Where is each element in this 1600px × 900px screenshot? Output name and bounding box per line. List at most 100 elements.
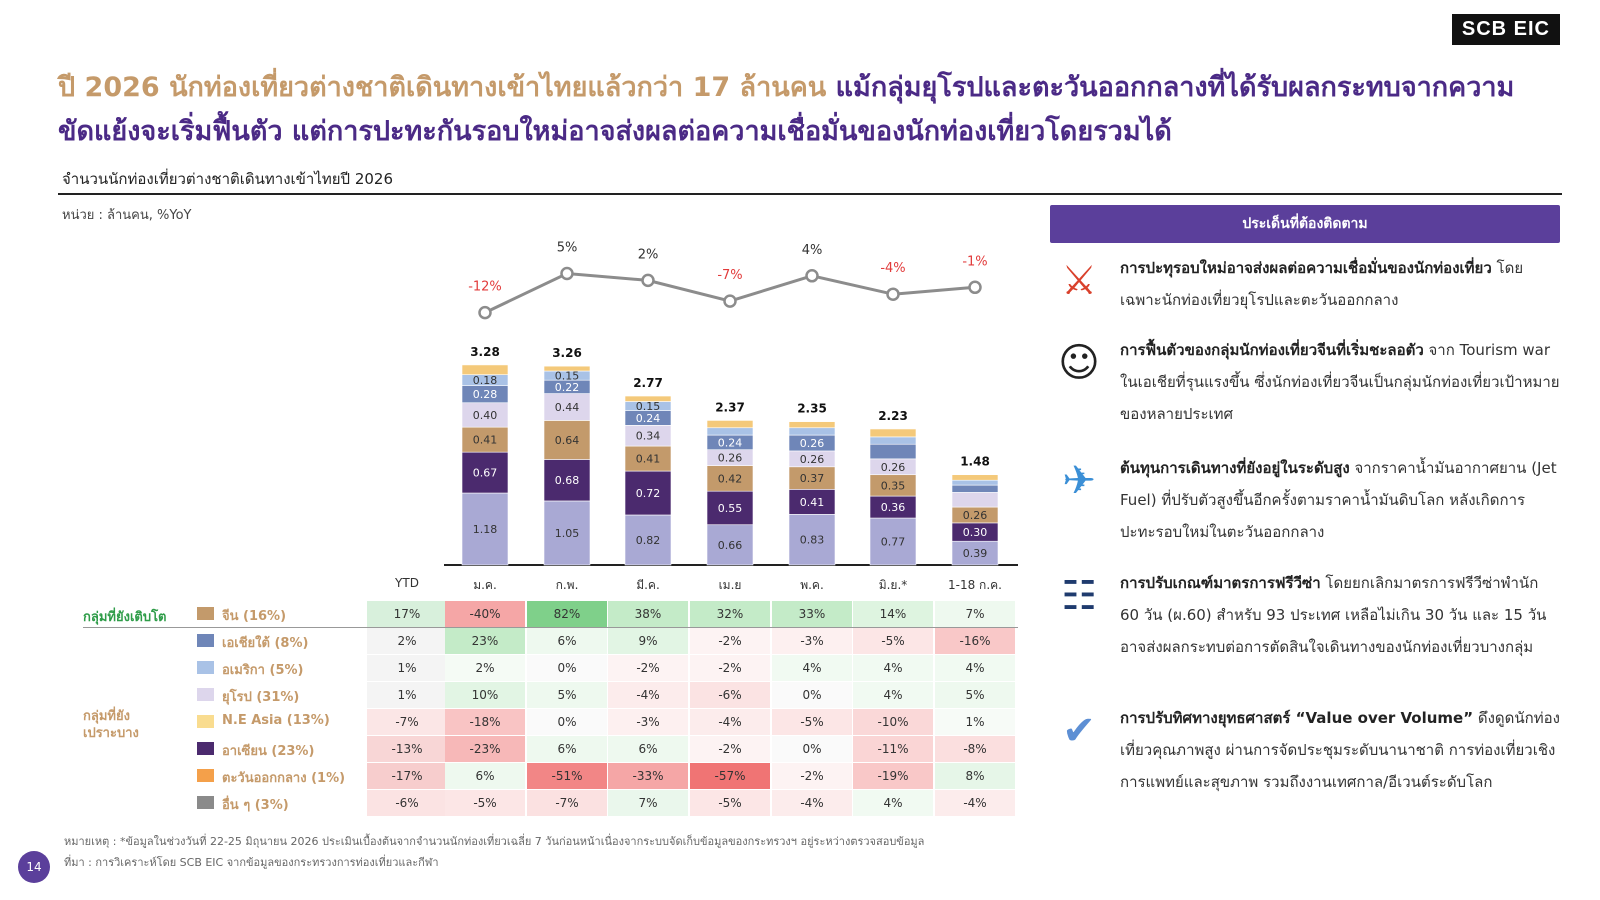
row-label: ตะวันออกกลาง (1%) [222,771,346,786]
table-cell: 9% [608,628,688,654]
segment-value-label: 0.41 [800,496,825,509]
table-cell: 0% [772,682,852,708]
yoy-point [805,269,819,283]
stacked-bar-chart: 1.18 0.67 0.41 0.40 0.280.18 3.28 1.05 0.68 0.64… [444,241,1018,566]
table-cell: -10% [853,709,933,735]
row-label: จีน (16%) [222,609,287,624]
column-header: ม.ค. [473,578,497,592]
bar-segment [461,364,509,375]
legend-swatch [197,742,214,755]
table-cell: 33% [772,601,852,627]
row-label: อาเซียน (23%) [222,744,315,759]
table-cell: -18% [445,709,525,735]
headline-part2: แม้กลุ่มยุโรปและตะวันออกกลางที่ได้รับผลก… [58,72,1515,147]
row-label: อเมริกา (5%) [222,663,304,678]
passport-icon: ☷ [1061,573,1097,619]
table-cell: 2% [445,655,525,681]
table-cell: 23% [445,628,525,654]
yoy-label: -7% [717,268,742,283]
legend-swatch [197,607,214,620]
issue-text: การปะทุรอบใหม่อาจส่งผลต่อความเชื่อมั่นขอ… [1120,252,1560,316]
table-cell: -4% [608,682,688,708]
legend-swatch [197,715,214,728]
table-cell: -3% [772,628,852,654]
segment-value-label: 0.37 [800,472,825,485]
table-cell: -5% [690,790,770,816]
segment-value-label: 0.18 [473,374,498,387]
issue-text: การปรับทิศทางยุทธศาสตร์ “Value over Volu… [1120,702,1560,798]
ytd-cell: -7% [367,709,447,735]
table-cell: -8% [935,736,1015,762]
table-cell: -11% [853,736,933,762]
headline-part1: ปี 2026 นักท่องเที่ยวต่างชาติเดินทางเข้า… [58,72,827,103]
segment-value-label: 0.77 [881,536,906,549]
segment-value-label: 0.15 [636,400,661,413]
bar-total-label: 2.35 [797,402,827,416]
segment-value-label: 0.36 [881,501,906,514]
bar-segment [869,443,917,460]
bar-segment [951,474,999,481]
footnote-source: ที่มา : การวิเคราะห์โดย SCB EIC จากข้อมู… [64,856,439,869]
table-cell: -6% [690,682,770,708]
yoy-point [641,273,655,288]
conflict-icon: ⚔ [1061,258,1097,304]
segment-value-label: 0.35 [881,479,906,492]
bar-segment [543,365,591,372]
legend-swatch [197,796,214,809]
column-header: เม.ย [718,578,742,592]
issue-description: จากราคาน้ำมันอากาศยาน (Jet Fuel) ที่ปรับ… [1120,459,1557,541]
table-cell: 5% [527,682,607,708]
segment-value-label: 0.41 [636,453,661,466]
footnote-note: หมายเหตุ : *ข้อมูลในช่วงวันที่ 22-25 มิถ… [64,835,925,848]
segment-value-label: 0.67 [473,467,498,480]
table-cell: 0% [527,709,607,735]
bar-segment [624,395,672,402]
table-cell: -16% [935,628,1015,654]
row-label: อื่น ๆ (3%) [222,798,289,813]
row-separator [83,627,1018,628]
table-cell: 38% [608,601,688,627]
segment-value-label: 0.64 [555,434,580,447]
bar-segment [543,420,591,460]
legend-swatch [197,634,214,647]
table-cell: -2% [690,736,770,762]
bar-segment [869,436,917,445]
segment-value-label: 0.24 [718,436,743,449]
bar-segment [788,421,836,429]
bar-segment [624,470,672,516]
column-header: 1-18 ก.ค. [948,578,1002,592]
ytd-cell: 1% [367,682,447,708]
segment-value-label: 0.55 [718,502,743,515]
table-cell: 6% [608,736,688,762]
segment-value-label: 0.24 [636,412,661,425]
table-cell: 5% [935,682,1015,708]
table-cell: -7% [527,790,607,816]
legend-swatch [197,661,214,674]
segment-value-label: 0.28 [473,388,498,401]
table-cell: -2% [772,763,852,789]
issue-description: จาก Tourism war ในเอเชียที่รุนแรงขึ้น ซึ… [1120,341,1560,423]
table-cell: 6% [527,628,607,654]
ytd-cell: -17% [367,763,447,789]
table-cell: -19% [853,763,933,789]
bar-segment [706,465,754,492]
bar-segment [706,524,754,566]
strategy-icon: ✔ [1062,708,1096,754]
yoy-label: -1% [962,254,987,269]
table-cell: 1% [935,709,1015,735]
table-cell: 4% [853,790,933,816]
issue-title: การปรับทิศทางยุทธศาสตร์ “Value over Volu… [1120,709,1474,727]
ytd-cell: 2% [367,628,447,654]
segment-value-label: 0.26 [800,437,825,450]
column-header: มิ.ย.* [878,578,908,592]
group-label-growing: กลุ่มที่ยังเติบโต [83,610,167,625]
page-number: 14 [18,851,50,883]
ytd-cell: -13% [367,736,447,762]
yoy-label: 5% [557,241,578,256]
table-cell: -23% [445,736,525,762]
table-cell: -3% [608,709,688,735]
table-cell: -5% [772,709,852,735]
segment-value-label: 0.68 [555,474,580,487]
segment-value-label: 0.34 [636,430,661,443]
table-cell: 32% [690,601,770,627]
